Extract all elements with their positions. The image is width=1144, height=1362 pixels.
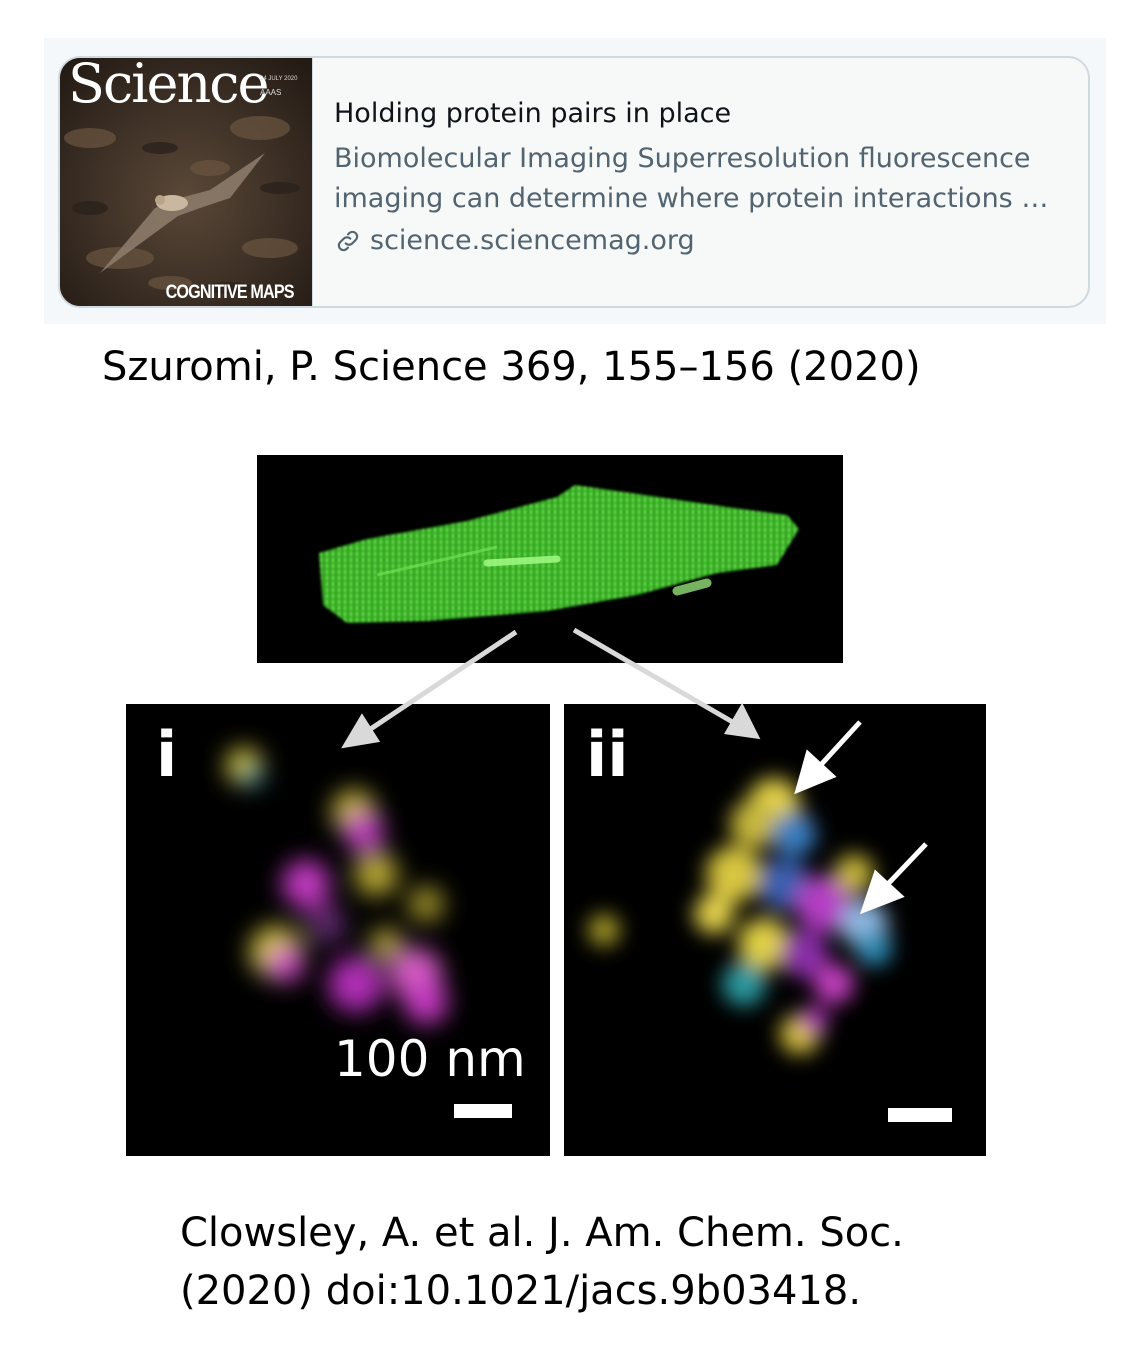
link-icon (337, 230, 359, 251)
card-text: Holding protein pairs in place Biomolecu… (334, 98, 1074, 256)
cover-caption: COGNITIVE MAPS (165, 282, 295, 303)
citation-clowsley-line-1: Clowsley, A. et al. J. Am. Chem. Soc. (180, 1210, 904, 1256)
card-domain-text: science.sciencemag.org (370, 225, 695, 256)
panel-i-fluorescence (226, 748, 448, 1024)
cell-body (319, 485, 799, 623)
card-title[interactable]: Holding protein pairs in place (334, 98, 732, 129)
cardiomyocyte-image (257, 455, 843, 663)
journal-cover-thumbnail: Science 24 JULY 2020 AAAS COGNITIVE MAPS (60, 58, 313, 306)
scale-bar-ii (888, 1108, 952, 1122)
panel-i-label: i (156, 718, 178, 791)
panel-ii-fluorescence (588, 720, 928, 1054)
card-description-line-2: imaging can determine where protein inte… (334, 183, 1049, 214)
interaction-arrows (794, 720, 928, 915)
card-domain[interactable]: science.sciencemag.org (334, 225, 1074, 256)
link-preview-card[interactable]: Science 24 JULY 2020 AAAS COGNITIVE MAPS… (58, 56, 1090, 308)
panel-ii: ii (564, 704, 986, 1156)
citation-szuromi: Szuromi, P. Science 369, 155–156 (2020) (102, 344, 921, 390)
panel-ii-label: ii (586, 718, 629, 791)
green-cell-micrograph (319, 485, 799, 623)
card-description-line-1: Biomolecular Imaging Superresolution flu… (334, 143, 1031, 174)
issue-date: 24 JULY 2020 (260, 76, 298, 82)
scale-bar-i (454, 1104, 512, 1118)
citation-clowsley: Clowsley, A. et al. J. Am. Chem. Soc. (2… (180, 1204, 904, 1320)
citation-clowsley-line-2[interactable]: (2020) doi:10.1021/jacs.9b03418. (180, 1268, 862, 1314)
journal-name: Science (68, 58, 269, 115)
scale-bar-label: 100 nm (334, 1030, 526, 1088)
panel-i: i 100 nm (126, 704, 550, 1156)
publisher-mark: AAAS (260, 88, 282, 97)
bat-cover-image (60, 58, 312, 306)
